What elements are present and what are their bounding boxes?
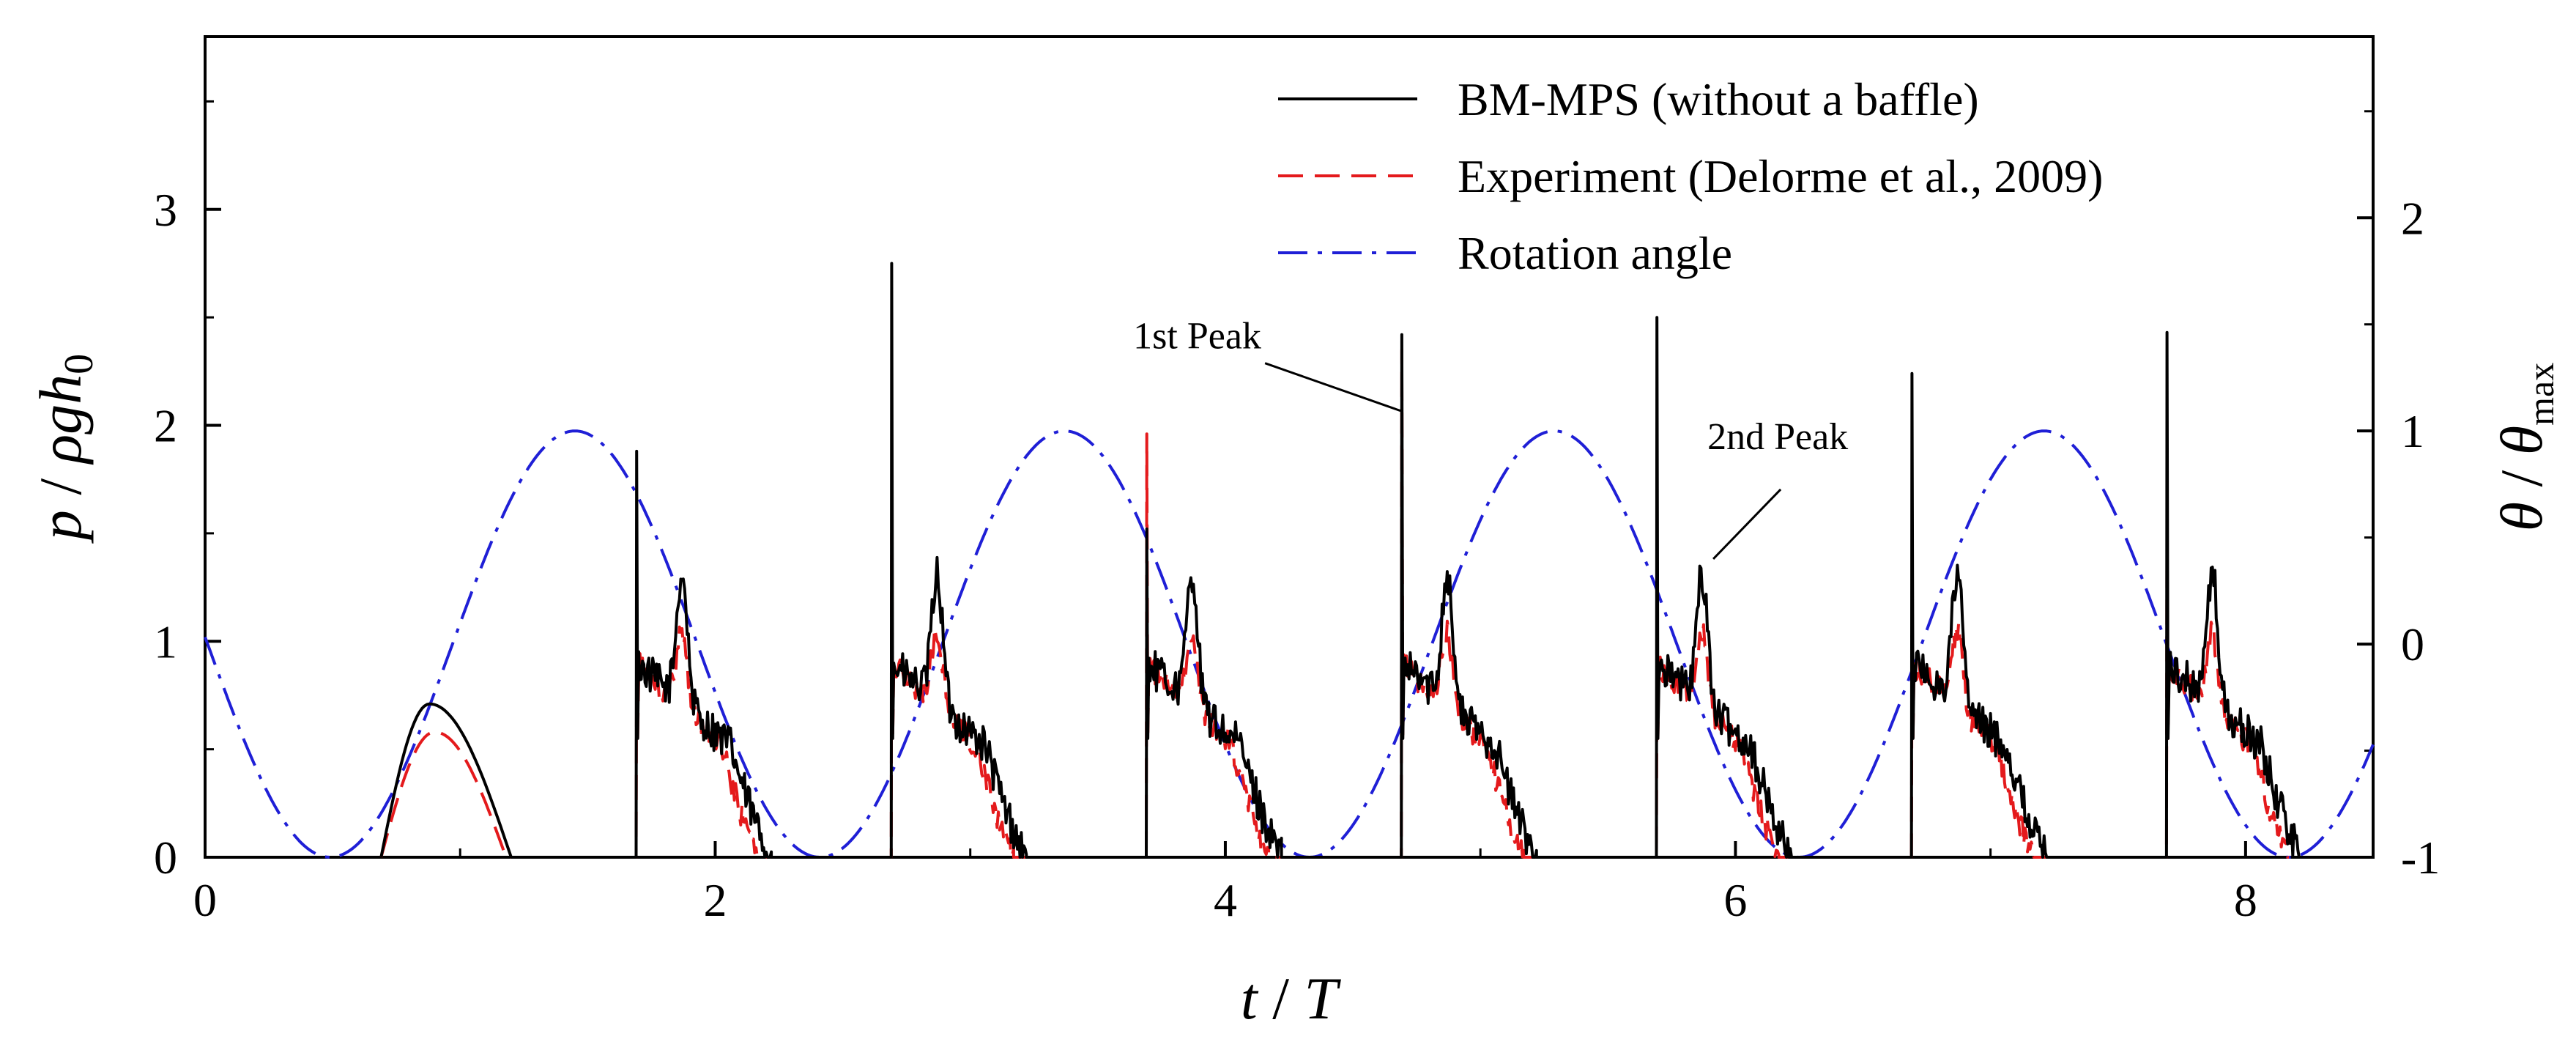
series-experiment-line xyxy=(379,348,2290,859)
series-rotation-angle-line xyxy=(204,429,2375,859)
y-right-tick-label: -1 xyxy=(2401,832,2440,884)
x-tick-label: 2 xyxy=(703,874,727,926)
annotation-second-peak-leader xyxy=(1712,488,1782,560)
x-tick-label: 4 xyxy=(1214,874,1237,926)
y-left-tick-label: 0 xyxy=(154,832,177,884)
y-right-tick-label: 0 xyxy=(2401,618,2424,670)
y-left-tick-label: 3 xyxy=(154,184,177,236)
legend-label-experiment: Experiment (Delorme et al., 2009) xyxy=(1458,150,2103,202)
x-tick-label: 0 xyxy=(193,874,217,926)
series-simulation-line xyxy=(379,262,2302,859)
x-axis-label: t / T xyxy=(1241,965,1342,1032)
y-right-tick-label: 1 xyxy=(2401,405,2424,457)
x-tick-label: 8 xyxy=(2234,874,2257,926)
annotation-first-peak-leader xyxy=(1264,362,1401,412)
legend: BM-MPS (without a baffle) Experiment (De… xyxy=(1278,73,2103,279)
y-axis-label-right: θ / θmax xyxy=(2488,363,2561,531)
annotations: 1st Peak 2nd Peak xyxy=(1133,316,1848,560)
annotation-second-peak: 2nd Peak xyxy=(1707,416,1848,458)
y-left-tick-label: 1 xyxy=(154,615,177,667)
legend-label-simulation: BM-MPS (without a baffle) xyxy=(1458,73,1979,125)
y-axis-label-left: p / ρgh0 xyxy=(27,354,102,544)
y-right-tick-label: 2 xyxy=(2401,192,2424,244)
annotation-first-peak: 1st Peak xyxy=(1133,316,1261,358)
axis-ticks: 0 2 4 6 8 0 1 2 3 -1 0 1 2 xyxy=(154,100,2440,926)
x-tick-label: 6 xyxy=(1723,874,1747,926)
legend-label-rotation: Rotation angle xyxy=(1458,227,1732,279)
series-layer xyxy=(204,262,2375,859)
y-left-tick-label: 2 xyxy=(154,400,177,452)
